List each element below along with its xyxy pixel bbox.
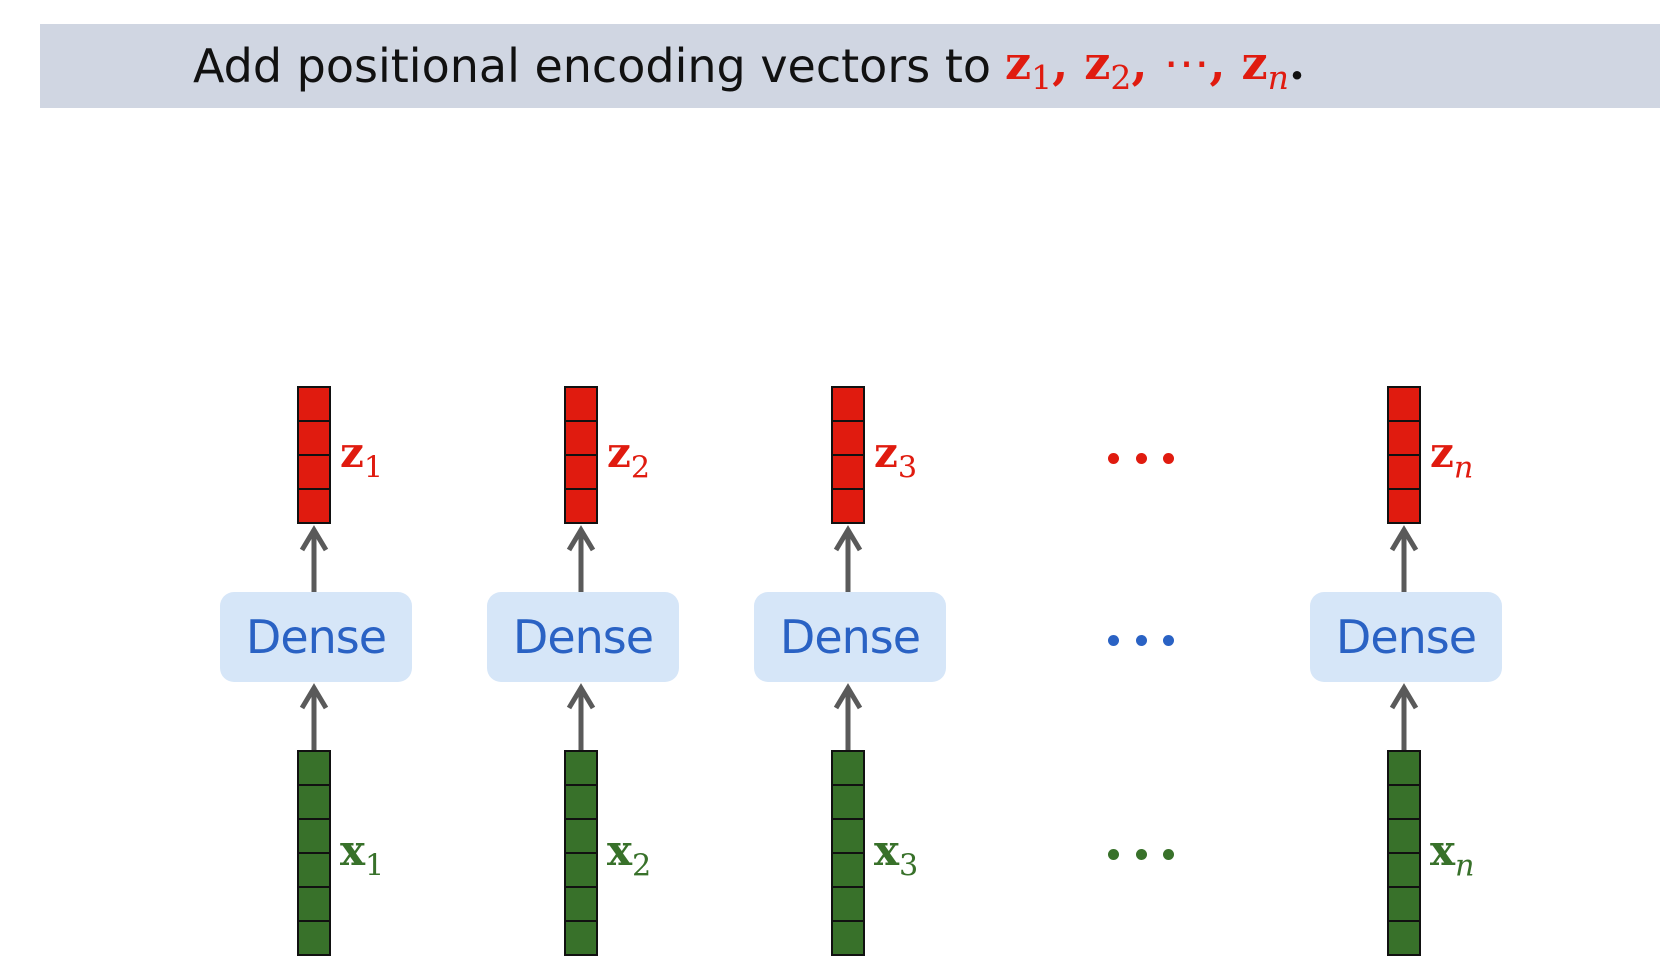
title-period: . <box>1288 35 1305 90</box>
z-label-2: z2 <box>607 428 651 486</box>
vector-cell <box>833 490 863 522</box>
vector-cell <box>566 854 596 888</box>
vector-cell <box>1389 490 1419 522</box>
vector-cell <box>833 820 863 854</box>
vector-cell <box>566 922 596 954</box>
title-sub-n: n <box>1267 57 1289 97</box>
arrow-x-to-dense-1 <box>299 683 329 750</box>
column-n: zn Dense xn <box>1302 0 1502 956</box>
vector-cell <box>299 456 329 490</box>
vector-cell <box>299 388 329 422</box>
vector-cell <box>833 388 863 422</box>
vector-cell <box>566 786 596 820</box>
vector-cell <box>1389 422 1419 456</box>
column-3: z3 Dense x3 <box>746 0 946 956</box>
vector-cell <box>833 752 863 786</box>
arrow-dense-to-z-3 <box>833 525 863 592</box>
x-label-2: x2 <box>607 826 652 884</box>
vector-cell <box>833 422 863 456</box>
vector-cell <box>1389 786 1419 820</box>
vector-cell <box>1389 854 1419 888</box>
dense-box-2: Dense <box>487 592 679 682</box>
vector-cell <box>566 820 596 854</box>
x-vector-3 <box>831 750 865 956</box>
title-sep: , <box>1131 35 1148 90</box>
vector-cell <box>1389 752 1419 786</box>
dense-box-3: Dense <box>754 592 946 682</box>
vector-cell <box>299 422 329 456</box>
vector-cell <box>299 786 329 820</box>
title-cdots: ⋯ <box>1163 35 1210 90</box>
vector-cell <box>833 922 863 954</box>
vector-cell <box>566 422 596 456</box>
vector-cell <box>299 752 329 786</box>
vector-cell <box>299 490 329 522</box>
slide-title: Add positional encoding vectors to z1, z… <box>193 24 1305 108</box>
vector-cell <box>566 752 596 786</box>
vector-cell <box>1389 388 1419 422</box>
z-vector-3 <box>831 386 865 524</box>
title-math: z1, z2, ⋯, zn. <box>1005 36 1305 97</box>
z-label-3: z3 <box>874 428 918 486</box>
vector-cell <box>833 854 863 888</box>
vector-cell <box>566 490 596 522</box>
ellipsis-dense <box>1108 634 1174 646</box>
vector-cell <box>833 888 863 922</box>
vector-cell <box>566 388 596 422</box>
vector-cell <box>566 888 596 922</box>
title-sep: , <box>1209 35 1226 90</box>
arrow-x-to-dense-2 <box>566 683 596 750</box>
z-vector-n <box>1387 386 1421 524</box>
x-vector-n <box>1387 750 1421 956</box>
arrow-dense-to-z-n <box>1389 525 1419 592</box>
vector-cell <box>1389 888 1419 922</box>
vector-cell <box>1389 922 1419 954</box>
z-label-n: zn <box>1430 428 1474 486</box>
z-vector-1 <box>297 386 331 524</box>
x-label-1: x1 <box>340 826 385 884</box>
column-1: z1 Dense x1 <box>212 0 412 956</box>
title-var-z2: z <box>1084 35 1111 90</box>
dense-box-n: Dense <box>1310 592 1502 682</box>
z-vector-2 <box>564 386 598 524</box>
dense-box-1: Dense <box>220 592 412 682</box>
x-label-n: xn <box>1430 826 1475 884</box>
x-vector-1 <box>297 750 331 956</box>
arrow-dense-to-z-1 <box>299 525 329 592</box>
z-label-1: z1 <box>340 428 384 486</box>
x-vector-2 <box>564 750 598 956</box>
title-sep: , <box>1052 35 1069 90</box>
title-var-zn: z <box>1241 35 1268 90</box>
title-sub-1: 1 <box>1031 57 1053 97</box>
arrow-dense-to-z-2 <box>566 525 596 592</box>
vector-cell <box>299 854 329 888</box>
vector-cell <box>1389 820 1419 854</box>
arrow-x-to-dense-3 <box>833 683 863 750</box>
title-bar <box>40 24 1660 108</box>
ellipsis-z <box>1108 452 1174 464</box>
vector-cell <box>833 456 863 490</box>
vector-cell <box>299 922 329 954</box>
vector-cell <box>299 820 329 854</box>
vector-cell <box>833 786 863 820</box>
vector-cell <box>566 456 596 490</box>
vector-cell <box>299 888 329 922</box>
title-sub-2: 2 <box>1110 57 1132 97</box>
vector-cell <box>1389 456 1419 490</box>
column-2: z2 Dense x2 <box>479 0 679 956</box>
title-var-z1: z <box>1005 35 1032 90</box>
ellipsis-x <box>1108 848 1174 860</box>
x-label-3: x3 <box>874 826 919 884</box>
arrow-x-to-dense-n <box>1389 683 1419 750</box>
title-text: Add positional encoding vectors to <box>193 39 991 93</box>
